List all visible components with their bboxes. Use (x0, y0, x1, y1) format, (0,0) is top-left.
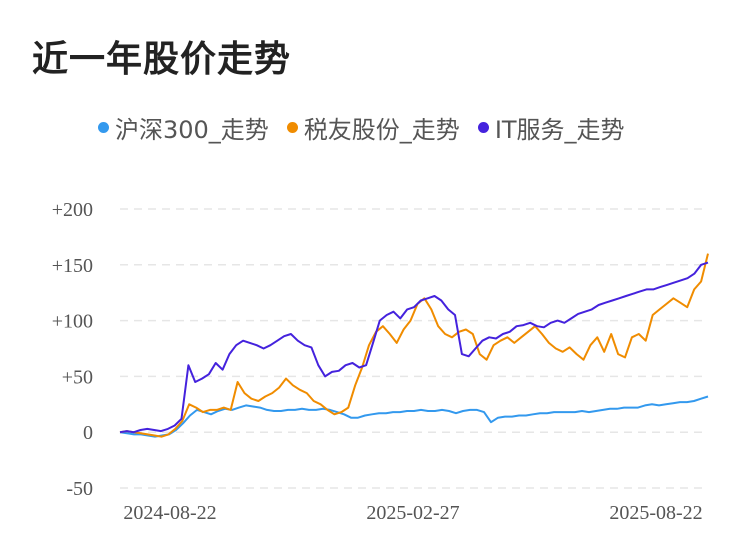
legend-item-hs300[interactable]: 沪深300_走势 (98, 110, 269, 145)
legend-label-hs300: 沪深300_走势 (115, 116, 269, 144)
series-line-0 (119, 395, 709, 438)
y-tick-label: 0 (83, 422, 93, 444)
legend-label-company: 税友股份_走势 (303, 116, 460, 144)
legend-dot-hs300 (98, 122, 109, 133)
y-tick-label: +200 (52, 199, 93, 221)
legend-item-company[interactable]: 税友股份_走势 (286, 110, 460, 145)
page-title: 近一年股价走势 (32, 39, 292, 80)
x-tick-label: 2025-02-27 (366, 502, 459, 524)
y-tick-label: +150 (52, 255, 93, 277)
chart-legend: 沪深300_走势 税友股份_走势 IT服务_走势 (98, 110, 625, 145)
y-tick-label: +50 (62, 366, 93, 388)
series-line-1 (119, 253, 709, 438)
legend-dot-it (477, 122, 489, 133)
legend-label-it: IT服务_走势 (494, 116, 625, 144)
x-tick-label: 2025-08-22 (609, 502, 702, 524)
y-tick-label: -50 (66, 478, 93, 500)
legend-item-it[interactable]: IT服务_走势 (477, 110, 625, 145)
x-tick-label: 2024-08-22 (123, 502, 216, 524)
series-line-2 (119, 261, 709, 434)
legend-dot-company (286, 122, 298, 133)
y-tick-label: +100 (52, 311, 93, 333)
